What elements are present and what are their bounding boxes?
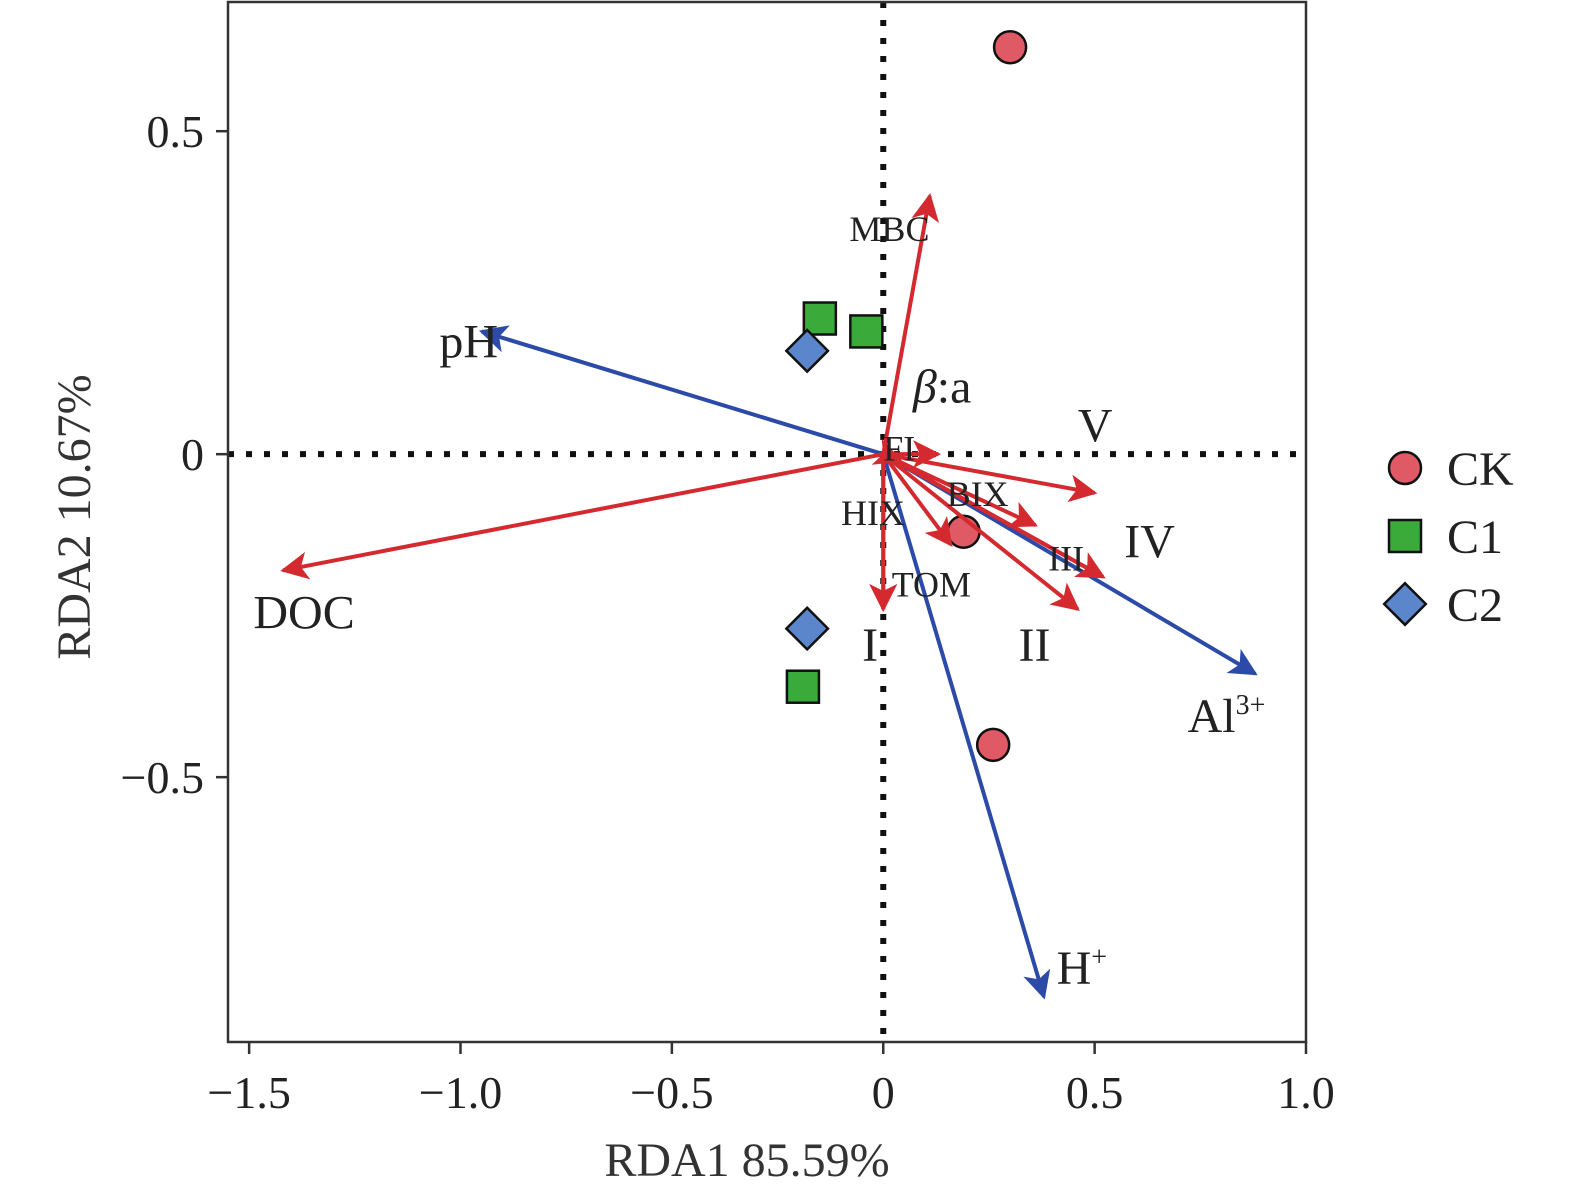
- vector-label-iii-10: III: [1048, 538, 1084, 578]
- legend-label-c1: C1: [1447, 511, 1503, 564]
- vector-label-i-14: I: [862, 619, 878, 672]
- point-c1-4: [849, 314, 884, 349]
- x-tick-label-2: −0.5: [630, 1067, 713, 1118]
- plot-area: pH Al3+ H+ DOC MBC β:a FI V BIX HIX III IV II TOM I: [228, 2, 1306, 1042]
- legend-marker-ck: [1387, 450, 1423, 486]
- vector-label-ii-12: II: [1019, 619, 1051, 672]
- x-tick-label-4: 0.5: [1066, 1067, 1124, 1118]
- x-tick-label-5: 1.0: [1277, 1067, 1335, 1118]
- vector-ph-0: [478, 325, 884, 457]
- legend-marker-c2: [1382, 581, 1428, 627]
- vector-label-bix-8: BIX: [947, 474, 1009, 514]
- point-ck-0: [992, 29, 1028, 65]
- legend-marker-c1: [1387, 518, 1423, 554]
- axes: −1.5 −1.0 −0.5 0 0.5 1.0 −0.5 0 0.5 RDA1 85.59% RD…: [48, 0, 1335, 1187]
- vector-label-tom-13: TOM: [892, 564, 971, 604]
- x-tick-label-0: −1.5: [207, 1067, 290, 1118]
- vector-label-al-1: Al3+: [1188, 690, 1266, 743]
- legend: CK C1 C2: [1382, 443, 1514, 632]
- vector-label-doc-3: DOC: [253, 587, 354, 640]
- vector-labels: pH Al3+ H+ DOC MBC β:a FI V BIX HIX III IV II TOM I: [253, 209, 1265, 995]
- x-tick-label-1: −1.0: [419, 1067, 502, 1118]
- vector-label-hix-9: HIX: [841, 493, 905, 533]
- vector-label-h-2: H+: [1057, 942, 1107, 995]
- vector-label-v-7: V: [1078, 399, 1113, 452]
- legend-label-c2: C2: [1447, 579, 1503, 632]
- vector-iv-11: [882, 452, 1106, 579]
- plot-frame: [226, 0, 1308, 1044]
- y-tick-label-2: 0.5: [147, 106, 205, 157]
- vector-v-7: [882, 452, 1098, 503]
- vector-label-mbc-4: MBC: [849, 209, 929, 249]
- y-tick-label-0: −0.5: [121, 752, 204, 803]
- y-axis-title: RDA2 10.67%: [48, 374, 101, 659]
- point-c2-6: [784, 328, 830, 374]
- point-c1-3: [802, 301, 838, 336]
- point-ck-1: [975, 727, 1011, 763]
- legend-label-ck: CK: [1447, 443, 1514, 496]
- point-c2-7: [784, 606, 830, 652]
- vector-label-iv-11: IV: [1124, 516, 1175, 569]
- y-tick-label-1: 0: [181, 429, 204, 480]
- vector-doc-3: [280, 452, 884, 580]
- vector-h-2: [881, 453, 1051, 1000]
- x-axis-title: RDA1 85.59%: [604, 1134, 889, 1187]
- vector-ii-12: [882, 452, 1080, 611]
- point-c1-5: [785, 669, 821, 704]
- vectors: [280, 193, 1258, 1000]
- vector-mbc-4: [881, 193, 940, 455]
- vector-label-a-5: β:a: [912, 360, 972, 413]
- x-tick-label-3: 0: [872, 1067, 895, 1118]
- vector-bix-8: [882, 452, 1038, 528]
- sample-points: [784, 29, 1028, 763]
- vector-label-ph-0: pH: [439, 315, 498, 368]
- vector-label-fi-6: FI: [883, 429, 915, 469]
- vector-hix-9: [881, 452, 953, 547]
